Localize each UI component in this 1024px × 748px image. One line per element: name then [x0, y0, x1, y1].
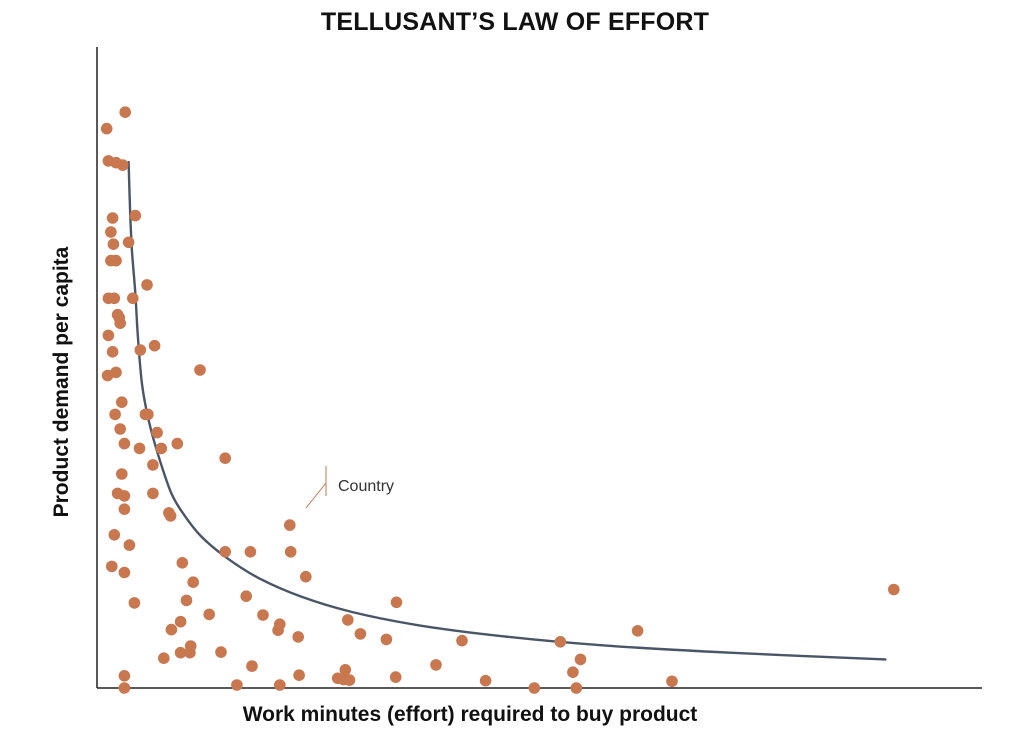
data-point-34: [171, 437, 184, 450]
data-point-9: [122, 236, 135, 249]
data-point-95: [118, 682, 131, 694]
data-point-48: [123, 539, 136, 551]
data-point-77: [174, 646, 187, 659]
data-point-21: [148, 339, 161, 352]
data-point-60: [390, 596, 403, 609]
data-point-91: [479, 674, 492, 687]
data-point-66: [342, 614, 354, 626]
y-axis-label: Product demand per capita: [50, 246, 73, 518]
annotation: Country: [305, 466, 394, 509]
data-point-52: [176, 557, 189, 569]
data-point-39: [116, 468, 128, 480]
data-point-13: [141, 279, 153, 291]
data-point-30: [142, 408, 154, 421]
data-point-10: [107, 238, 120, 250]
data-point-38: [147, 459, 159, 471]
data-point-93: [231, 679, 243, 691]
annotation-label: Country: [338, 478, 394, 495]
data-point-72: [380, 633, 393, 646]
data-point-22: [134, 344, 147, 356]
annotation-leader: [305, 482, 327, 509]
data-point-55: [300, 570, 312, 583]
data-point-33: [118, 437, 131, 450]
data-point-67: [272, 624, 284, 636]
data-point-54: [118, 566, 131, 579]
data-point-58: [180, 594, 193, 607]
trend-curve: [127, 160, 887, 661]
data-point-79: [158, 652, 170, 664]
data-point-45: [164, 510, 177, 522]
chart-title: TELLUSANT’S LAW OF EFFORT: [320, 8, 710, 36]
data-point-43: [118, 503, 131, 515]
data-point-15: [108, 292, 121, 305]
data-point-5: [116, 159, 129, 171]
data-point-19: [114, 317, 126, 330]
data-point-56: [187, 576, 199, 588]
data-point-70: [292, 631, 305, 643]
data-point-69: [354, 628, 367, 640]
data-point-20: [102, 329, 115, 342]
data-point-16: [127, 292, 139, 305]
data-point-47: [108, 529, 121, 541]
data-point-35: [133, 442, 146, 455]
data-point-46: [284, 519, 296, 531]
scatter-points: [100, 106, 900, 694]
data-point-27: [116, 396, 128, 409]
data-point-83: [339, 664, 352, 676]
data-point-31: [114, 423, 126, 435]
data-point-97: [570, 682, 583, 694]
data-point-87: [389, 671, 402, 683]
data-point-82: [430, 659, 442, 671]
data-point-23: [106, 346, 119, 358]
data-point-61: [888, 583, 900, 596]
data-point-6: [106, 212, 119, 224]
data-point-80: [574, 653, 587, 666]
data-point-90: [343, 674, 356, 686]
data-point-7: [129, 209, 142, 222]
data-point-25: [101, 369, 114, 382]
data-point-73: [456, 634, 468, 647]
data-point-62: [203, 608, 215, 621]
data-point-36: [155, 442, 168, 455]
x-axis-label: Work minutes (effort) required to buy pr…: [242, 703, 698, 726]
data-point-78: [215, 646, 227, 658]
data-point-86: [293, 669, 305, 681]
data-point-96: [528, 682, 541, 694]
data-point-94: [274, 679, 286, 691]
data-point-49: [219, 546, 231, 558]
data-point-32: [151, 426, 163, 439]
data-point-28: [109, 408, 121, 421]
data-point-81: [246, 660, 258, 672]
data-point-76: [184, 646, 196, 659]
data-point-85: [118, 670, 131, 682]
data-point-71: [631, 625, 644, 637]
data-point-1: [100, 122, 113, 135]
data-point-68: [165, 623, 178, 636]
data-point-53: [106, 560, 118, 573]
data-point-37: [219, 452, 231, 465]
data-point-92: [666, 675, 678, 688]
data-point-26: [194, 364, 206, 376]
data-point-63: [257, 609, 269, 621]
data-point-8: [105, 226, 117, 238]
data-point-2: [119, 106, 131, 118]
data-point-57: [240, 590, 252, 602]
data-point-84: [567, 666, 579, 678]
data-point-42: [118, 490, 131, 502]
data-point-59: [128, 597, 141, 609]
data-point-64: [174, 615, 187, 628]
data-point-74: [554, 636, 567, 648]
data-point-12: [110, 254, 122, 267]
data-point-41: [147, 487, 159, 500]
data-point-50: [244, 546, 257, 558]
data-point-51: [284, 546, 297, 558]
